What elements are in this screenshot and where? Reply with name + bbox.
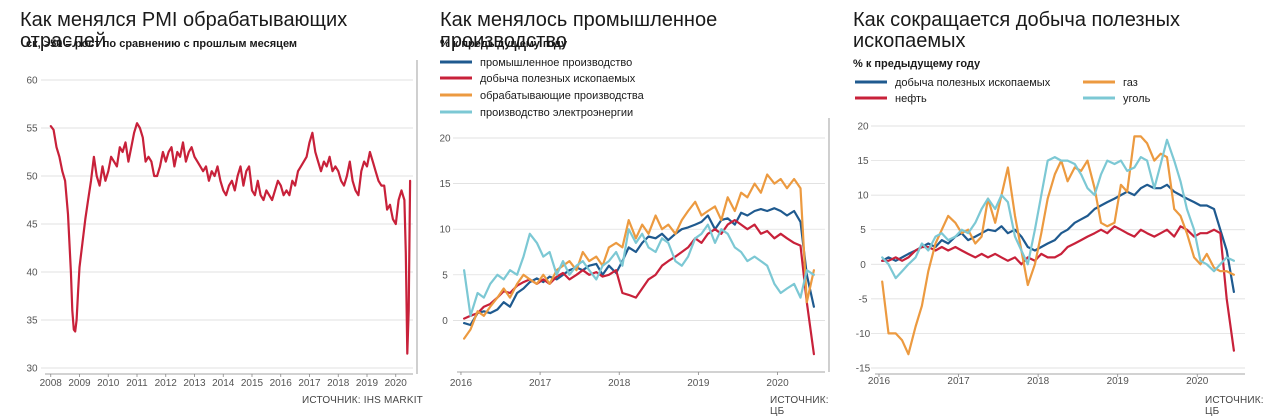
- pmi-line-chart: 30 35 40 45 50 55 60 2008 2009 2010 2011 2012 2013 20…: [26, 60, 418, 389]
- chart-title-line-1: Как сокращается добыча полезных: [853, 9, 1180, 31]
- y-tick-label: 60: [26, 76, 38, 87]
- x-tick-label: 2017: [298, 378, 321, 389]
- legend-label: добыча полезных ископаемых: [895, 77, 1051, 89]
- x-tick-label: 2015: [241, 378, 264, 389]
- y-tick-label: -5: [859, 294, 868, 305]
- chart-title: Как менялся PMI обрабатывающих отраслей: [20, 9, 348, 52]
- series-line-0: [462, 207, 815, 327]
- legend-label: добыча полезных ископаемых: [480, 73, 636, 85]
- y-tick-label: 5: [442, 270, 448, 281]
- y-tick-label: 0: [442, 316, 448, 327]
- x-tick-label: 2019: [356, 378, 379, 389]
- legend-label: промышленное производство: [480, 57, 632, 69]
- series-line-2: [462, 173, 815, 340]
- chart-title-line-2: ископаемых: [853, 30, 966, 52]
- x-tick-label: 2020: [385, 378, 408, 389]
- chart-subtitle: ск, >50 = рост по сравнению с прошлым ме…: [26, 38, 298, 50]
- y-tick-label: 40: [26, 268, 38, 279]
- y-tick-label: 10: [439, 225, 451, 236]
- series-line-3: [462, 223, 815, 317]
- x-tick-label: 2020: [1186, 376, 1209, 387]
- x-tick-label: 2018: [1027, 376, 1050, 387]
- x-tick-label: 2014: [212, 378, 235, 389]
- y-tick-label: 35: [26, 316, 38, 327]
- x-tick-label: 2017: [947, 376, 970, 387]
- y-tick-label: 20: [439, 134, 451, 145]
- y-tick-label: 5: [860, 225, 866, 236]
- x-tick-label: 2011: [126, 378, 148, 389]
- y-tick-label: -10: [856, 329, 871, 340]
- y-tick-label: 50: [26, 172, 38, 183]
- series-line-0: [49, 122, 412, 355]
- x-tick-label: 2016: [270, 378, 293, 389]
- chart-title: Как менялось промышленное производство: [440, 9, 718, 52]
- y-tick-label: 55: [26, 124, 38, 135]
- y-tick-label: 15: [857, 156, 869, 167]
- source-note: ИСТОЧНИК: IHS MARKIT: [302, 395, 423, 406]
- legend-label: нефть: [895, 93, 927, 105]
- x-tick-label: 2016: [868, 376, 891, 387]
- series-line-1: [881, 225, 1235, 352]
- series-line-3: [881, 138, 1235, 280]
- mining-chart-panel: Как сокращается добыча полезных ископаем…: [845, 0, 1280, 417]
- industrial-production-line-chart: 0 5 10 15 20 2016 2017 2018 2019 2020 промышленное…: [439, 57, 830, 389]
- y-tick-label: -15: [856, 364, 871, 375]
- legend-label: производство электроэнергии: [480, 107, 633, 119]
- y-tick-label: 20: [857, 122, 869, 133]
- y-tick-label: 15: [439, 179, 451, 190]
- series-line-2: [881, 135, 1235, 356]
- pmi-chart-panel: Как менялся PMI обрабатывающих отраслей …: [0, 0, 425, 417]
- x-tick-label: 2008: [40, 378, 63, 389]
- x-tick-label: 2012: [155, 378, 178, 389]
- chart-subtitle: % к предыдущему году: [440, 38, 568, 50]
- x-tick-label: 2017: [529, 378, 552, 389]
- y-tick-label: 30: [26, 364, 38, 375]
- series-line-0: [881, 183, 1235, 293]
- legend-label: уголь: [1123, 93, 1151, 105]
- y-tick-label: 45: [26, 220, 38, 231]
- y-tick-label: 0: [860, 260, 866, 271]
- legend-label: обрабатывающие производства: [480, 90, 645, 102]
- y-tick-label: 10: [857, 191, 869, 202]
- mining-line-chart: -15 -10 -5 0 5 10 15 20 2016 2017 2018 2019 2020 добы…: [855, 77, 1245, 387]
- x-tick-label: 2016: [450, 378, 473, 389]
- industrial-production-chart-panel: Как менялось промышленное производство %…: [425, 0, 845, 417]
- source-note: ИСТОЧНИК: ЦБ: [770, 395, 829, 417]
- chart-subtitle: % к предыдущему году: [853, 58, 981, 70]
- x-tick-label: 2009: [68, 378, 91, 389]
- chart-title: Как сокращается добыча полезных ископаем…: [853, 10, 1180, 52]
- x-tick-label: 2019: [1107, 376, 1130, 387]
- series-line-1: [462, 219, 815, 356]
- x-tick-label: 2018: [327, 378, 350, 389]
- x-tick-label: 2010: [97, 378, 120, 389]
- x-tick-label: 2020: [766, 378, 789, 389]
- x-tick-label: 2018: [608, 378, 631, 389]
- x-tick-label: 2019: [687, 378, 710, 389]
- legend-label: газ: [1123, 77, 1138, 89]
- source-note: ИСТОЧНИК: ЦБ: [1205, 395, 1264, 417]
- x-tick-label: 2013: [183, 378, 206, 389]
